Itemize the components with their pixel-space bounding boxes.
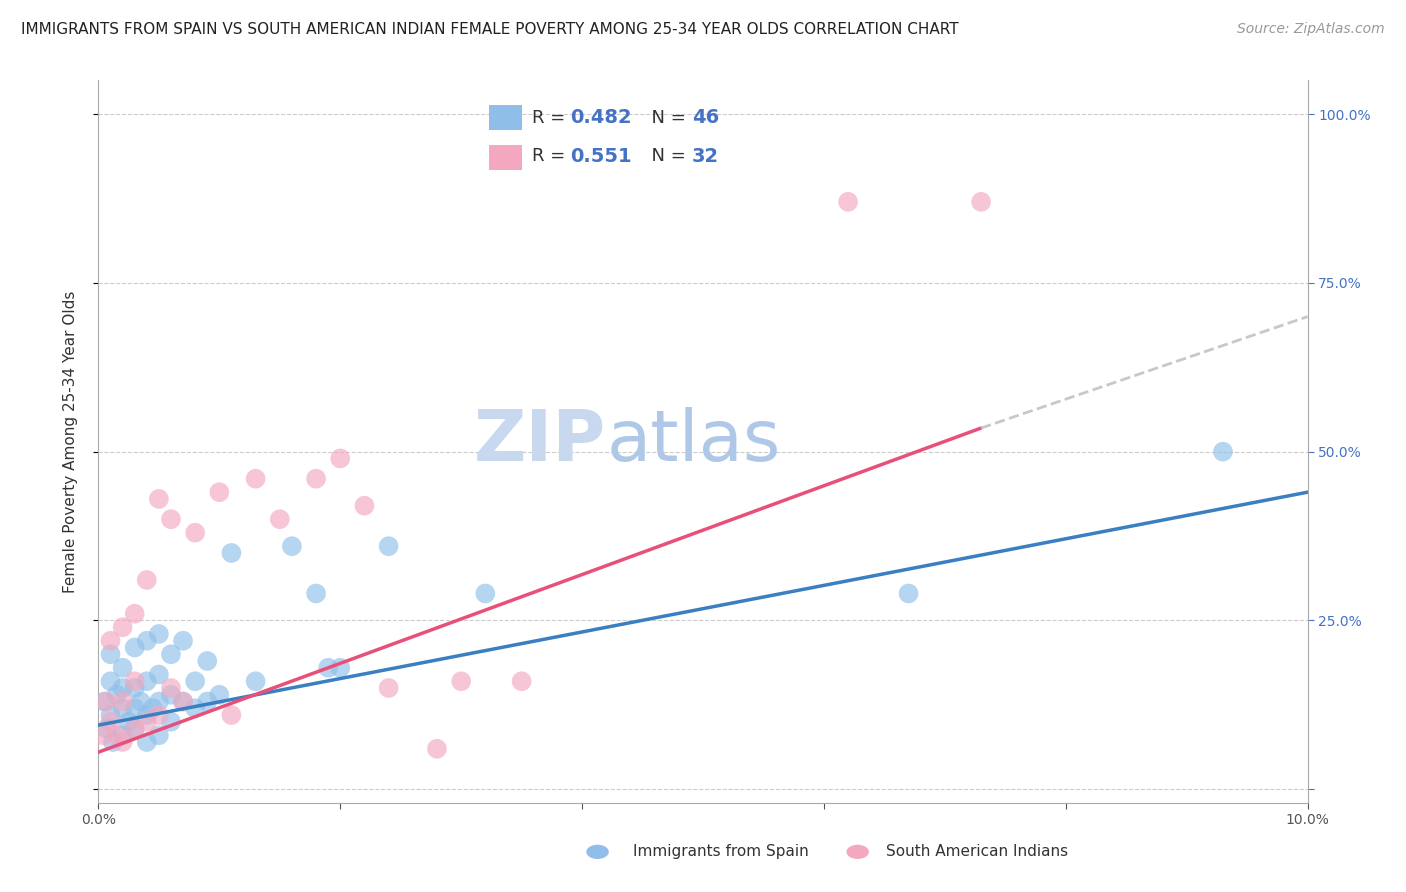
- Point: [148, 491, 170, 506]
- Point: [124, 722, 146, 736]
- Point: [124, 640, 146, 655]
- Point: [221, 546, 243, 560]
- Point: [160, 688, 183, 702]
- Point: [184, 525, 207, 540]
- Point: [245, 472, 267, 486]
- Point: [100, 714, 122, 729]
- Point: [377, 681, 399, 695]
- Point: [160, 714, 183, 729]
- Point: [195, 694, 218, 708]
- Point: [124, 722, 146, 736]
- Point: [245, 674, 267, 689]
- Point: [281, 539, 304, 553]
- Point: [105, 728, 128, 742]
- Point: [118, 714, 141, 729]
- Point: [160, 647, 183, 661]
- Point: [221, 708, 243, 723]
- Point: [100, 708, 122, 723]
- Point: [970, 194, 993, 209]
- Point: [269, 512, 291, 526]
- Point: [377, 539, 399, 553]
- Point: [316, 661, 339, 675]
- Text: Immigrants from Spain: Immigrants from Spain: [633, 845, 808, 859]
- Point: [135, 633, 157, 648]
- Point: [305, 472, 328, 486]
- Point: [124, 607, 146, 621]
- Text: atlas: atlas: [606, 407, 780, 476]
- Point: [124, 681, 146, 695]
- Point: [172, 633, 194, 648]
- Point: [111, 620, 134, 634]
- Point: [172, 694, 194, 708]
- Y-axis label: Female Poverty Among 25-34 Year Olds: Female Poverty Among 25-34 Year Olds: [63, 291, 77, 592]
- Point: [94, 694, 117, 708]
- Point: [124, 701, 146, 715]
- Point: [510, 674, 533, 689]
- Point: [1212, 444, 1234, 458]
- Point: [160, 512, 183, 526]
- Point: [111, 661, 134, 675]
- Point: [135, 573, 157, 587]
- Point: [100, 674, 122, 689]
- Point: [135, 674, 157, 689]
- Point: [135, 708, 157, 723]
- Text: ZIP: ZIP: [474, 407, 606, 476]
- Point: [184, 701, 207, 715]
- Point: [148, 728, 170, 742]
- Point: [101, 735, 124, 749]
- Point: [195, 654, 218, 668]
- Point: [897, 586, 920, 600]
- Point: [111, 701, 134, 715]
- Point: [93, 694, 115, 708]
- Point: [474, 586, 496, 600]
- Point: [353, 499, 375, 513]
- Point: [100, 647, 122, 661]
- Point: [111, 694, 134, 708]
- Point: [305, 586, 328, 600]
- Point: [100, 633, 122, 648]
- Point: [105, 688, 128, 702]
- Point: [450, 674, 472, 689]
- Point: [208, 688, 231, 702]
- Point: [329, 661, 352, 675]
- Point: [160, 681, 183, 695]
- Point: [329, 451, 352, 466]
- Point: [124, 674, 146, 689]
- Point: [135, 735, 157, 749]
- Point: [148, 667, 170, 681]
- Point: [96, 722, 118, 736]
- Point: [426, 741, 449, 756]
- Point: [148, 694, 170, 708]
- Point: [135, 714, 157, 729]
- Point: [148, 627, 170, 641]
- Point: [129, 694, 152, 708]
- Point: [184, 674, 207, 689]
- Point: [91, 728, 114, 742]
- Text: IMMIGRANTS FROM SPAIN VS SOUTH AMERICAN INDIAN FEMALE POVERTY AMONG 25-34 YEAR O: IMMIGRANTS FROM SPAIN VS SOUTH AMERICAN …: [21, 22, 959, 37]
- Point: [148, 708, 170, 723]
- Text: Source: ZipAtlas.com: Source: ZipAtlas.com: [1237, 22, 1385, 37]
- Point: [111, 681, 134, 695]
- Point: [837, 194, 859, 209]
- Point: [172, 694, 194, 708]
- Point: [111, 735, 134, 749]
- Text: South American Indians: South American Indians: [886, 845, 1069, 859]
- Point: [208, 485, 231, 500]
- Point: [111, 728, 134, 742]
- Point: [142, 701, 165, 715]
